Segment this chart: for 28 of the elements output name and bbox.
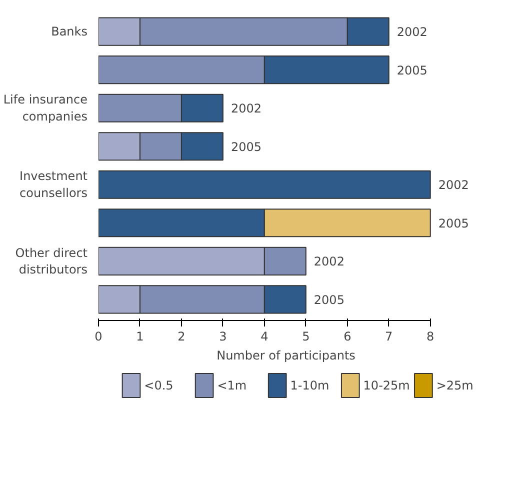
- x-tick-label: 7: [385, 330, 393, 344]
- annotation: 2005: [314, 292, 344, 307]
- legend-label: >25m: [436, 378, 474, 392]
- annotation: 2002: [230, 102, 262, 116]
- y-tick-label: Banks: [51, 24, 88, 39]
- y-tick-label: Investment counsellors: [20, 169, 88, 200]
- bar: [98, 170, 431, 199]
- x-tick-label: 5: [302, 330, 310, 344]
- text: 2005: [438, 216, 469, 230]
- annotation: 2005: [396, 63, 428, 78]
- y-tick-label: Life insurance companies: [3, 92, 88, 124]
- x-tick-label: 1: [136, 330, 144, 344]
- x-tick-label: 6: [344, 330, 352, 344]
- x-axis-title: Number of participants: [216, 348, 356, 362]
- legend-label: <0.5: [144, 378, 174, 392]
- annotation: 2005: [230, 140, 262, 154]
- x-tick-label: 0: [94, 330, 102, 344]
- legend-label: <1m: [217, 378, 247, 392]
- annotation: 2002: [396, 25, 428, 40]
- legend-label: 1-10m: [290, 378, 330, 392]
- x-tick-label: 4: [260, 330, 268, 344]
- text: 2002: [438, 178, 469, 192]
- annotation: 2002: [314, 254, 344, 269]
- x-tick-label: 2: [178, 330, 186, 344]
- x-tick-label: 8: [426, 330, 434, 344]
- x-tick-label: 3: [219, 330, 227, 344]
- legend-label: 10-25m: [363, 378, 410, 392]
- y-tick-label: Other direct distributors: [15, 246, 88, 277]
